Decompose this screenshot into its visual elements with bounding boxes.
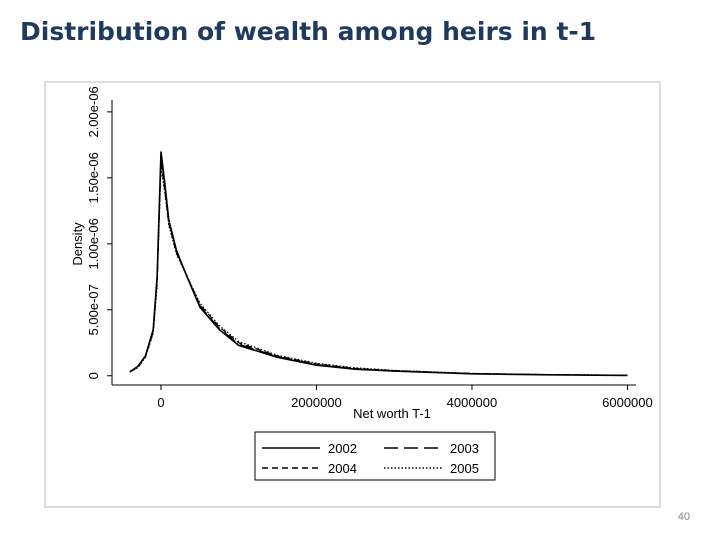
y-tick-label: 0 [86,372,101,379]
x-tick-label: 0 [157,395,164,410]
legend [254,431,496,481]
legend-label: 2005 [450,461,479,476]
slide-title: Distribution of wealth among heirs in t-… [20,17,596,46]
legend-label: 2003 [450,441,479,456]
page-number: 40 [678,511,690,523]
y-tick-label: 1.50e-06 [86,152,101,203]
y-tick-label: 5.00e-07 [86,284,101,335]
legend-label: 2004 [328,461,357,476]
y-axis-label: Density [70,222,85,266]
x-axis-label: Net worth T-1 [353,406,431,421]
x-tick-label: 4000000 [447,395,498,410]
y-tick-label: 2.00e-06 [86,86,101,137]
x-tick-label: 2000000 [291,395,342,410]
x-tick-label: 6000000 [602,395,653,410]
y-tick-label: 1.00e-06 [86,218,101,269]
legend-label: 2002 [328,441,357,456]
series-line [129,161,628,376]
